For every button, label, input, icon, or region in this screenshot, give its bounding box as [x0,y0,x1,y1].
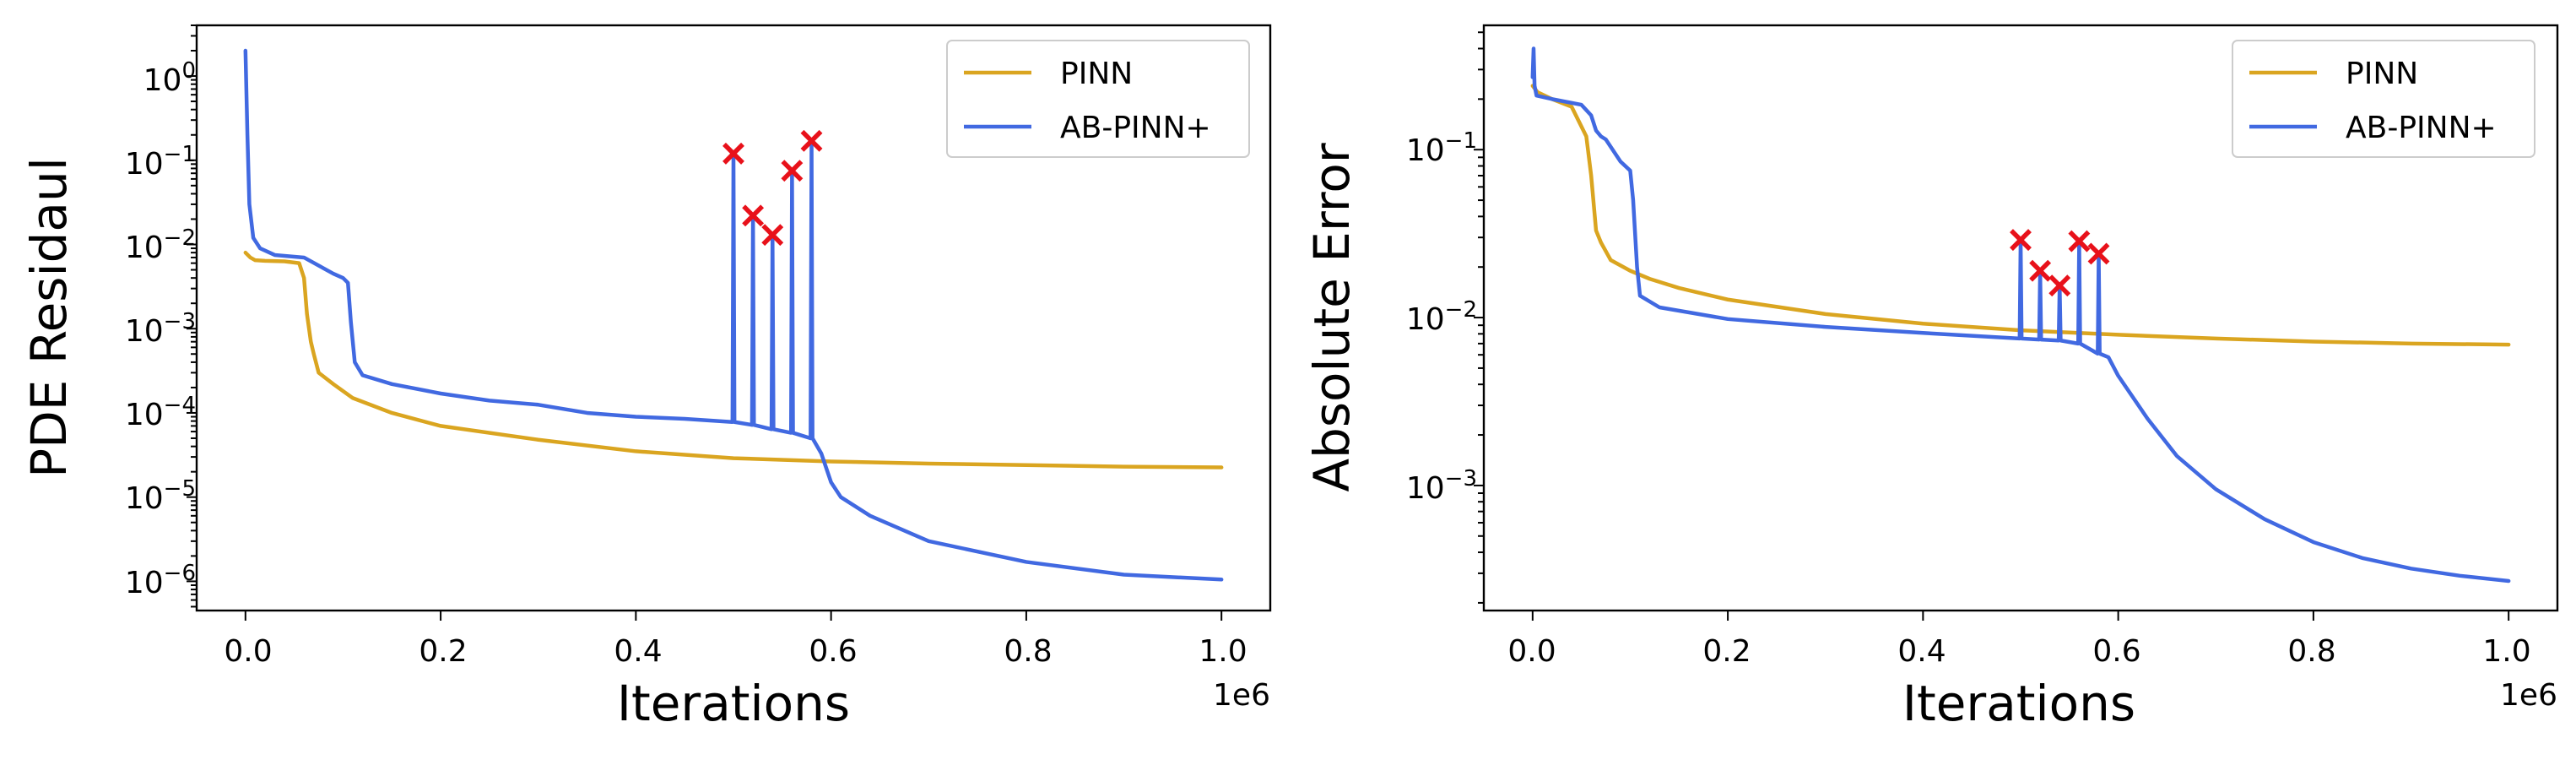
y-tick-label: 10−2 [1406,297,1477,337]
x-tick-label: 0.2 [419,634,467,669]
y-tick-label: 10−1 [1406,128,1477,168]
x-tick-label: 0.6 [809,634,857,669]
restart-marker [2048,274,2071,297]
legend-label-abpinn: AB-PINN+ [1060,111,1211,145]
restart-marker [2068,230,2091,252]
x-tick-label: 0.0 [1507,634,1556,669]
y-tick-label: 10−2 [125,225,196,265]
x-tick-label: 0.4 [614,634,662,669]
x-tick-label: 0.6 [2092,634,2140,669]
plot-area [1530,46,2511,584]
restart-marker [781,160,804,182]
tick-marks [187,24,1223,621]
y-tick-label: 100 [143,58,196,98]
x-tick-label: 0.8 [1004,634,1052,669]
x-tick-label: 0.2 [1702,634,1751,669]
series-line-pinn [243,250,1224,470]
x-tick-label: 0.0 [224,634,272,669]
y-tick-label: 10−3 [125,309,196,349]
x-offset-label: 1e6 [1213,678,1270,713]
legend-label-pinn: PINN [1060,57,1133,91]
panel-absolute-error: 0.0 0.2 0.4 0.6 0.8 1.0 10−1 10−2 10−3 I… [1303,24,2559,732]
series-line-pinn [1530,84,2511,347]
series-line-ab-pinn [1530,46,2511,584]
y-tick-label: 10−4 [125,393,196,432]
legend: PINN AB-PINN+ [2232,40,2535,158]
x-offset-label: 1e6 [2500,678,2557,713]
legend: PINN AB-PINN+ [946,40,1250,158]
restart-marker [742,204,765,227]
y-tick-label: 10−1 [125,142,196,182]
x-tick-label: 0.4 [1897,634,1946,669]
x-axis-label: Iterations [617,675,850,732]
x-tick-label: 1.0 [2482,634,2530,669]
panel-pde-residual: 0.0 0.2 0.4 0.6 0.8 1.0 100 10−1 10−2 10… [20,24,1272,732]
y-axis-label: PDE Residaul [20,157,78,478]
legend-label-pinn: PINN [2346,57,2418,91]
y-axis-label: Absolute Error [1303,143,1361,491]
restart-marker [2087,242,2110,265]
tick-marks [1474,31,2510,621]
legend-label-abpinn: AB-PINN+ [2346,111,2497,145]
axes-frame [195,24,1272,612]
restart-marker [2010,229,2032,252]
y-tick-label: 10−3 [1406,466,1477,506]
x-tick-label: 0.8 [2287,634,2335,669]
plot-area [243,48,1224,582]
restart-marker [761,224,784,247]
x-axis-label: Iterations [1902,675,2135,732]
y-tick-label: 10−6 [125,561,196,600]
restart-marker [2029,259,2052,282]
x-tick-label: 1.0 [1199,634,1247,669]
restart-marker [800,129,823,152]
restart-marker [722,142,744,165]
y-tick-label: 10−5 [125,476,196,516]
